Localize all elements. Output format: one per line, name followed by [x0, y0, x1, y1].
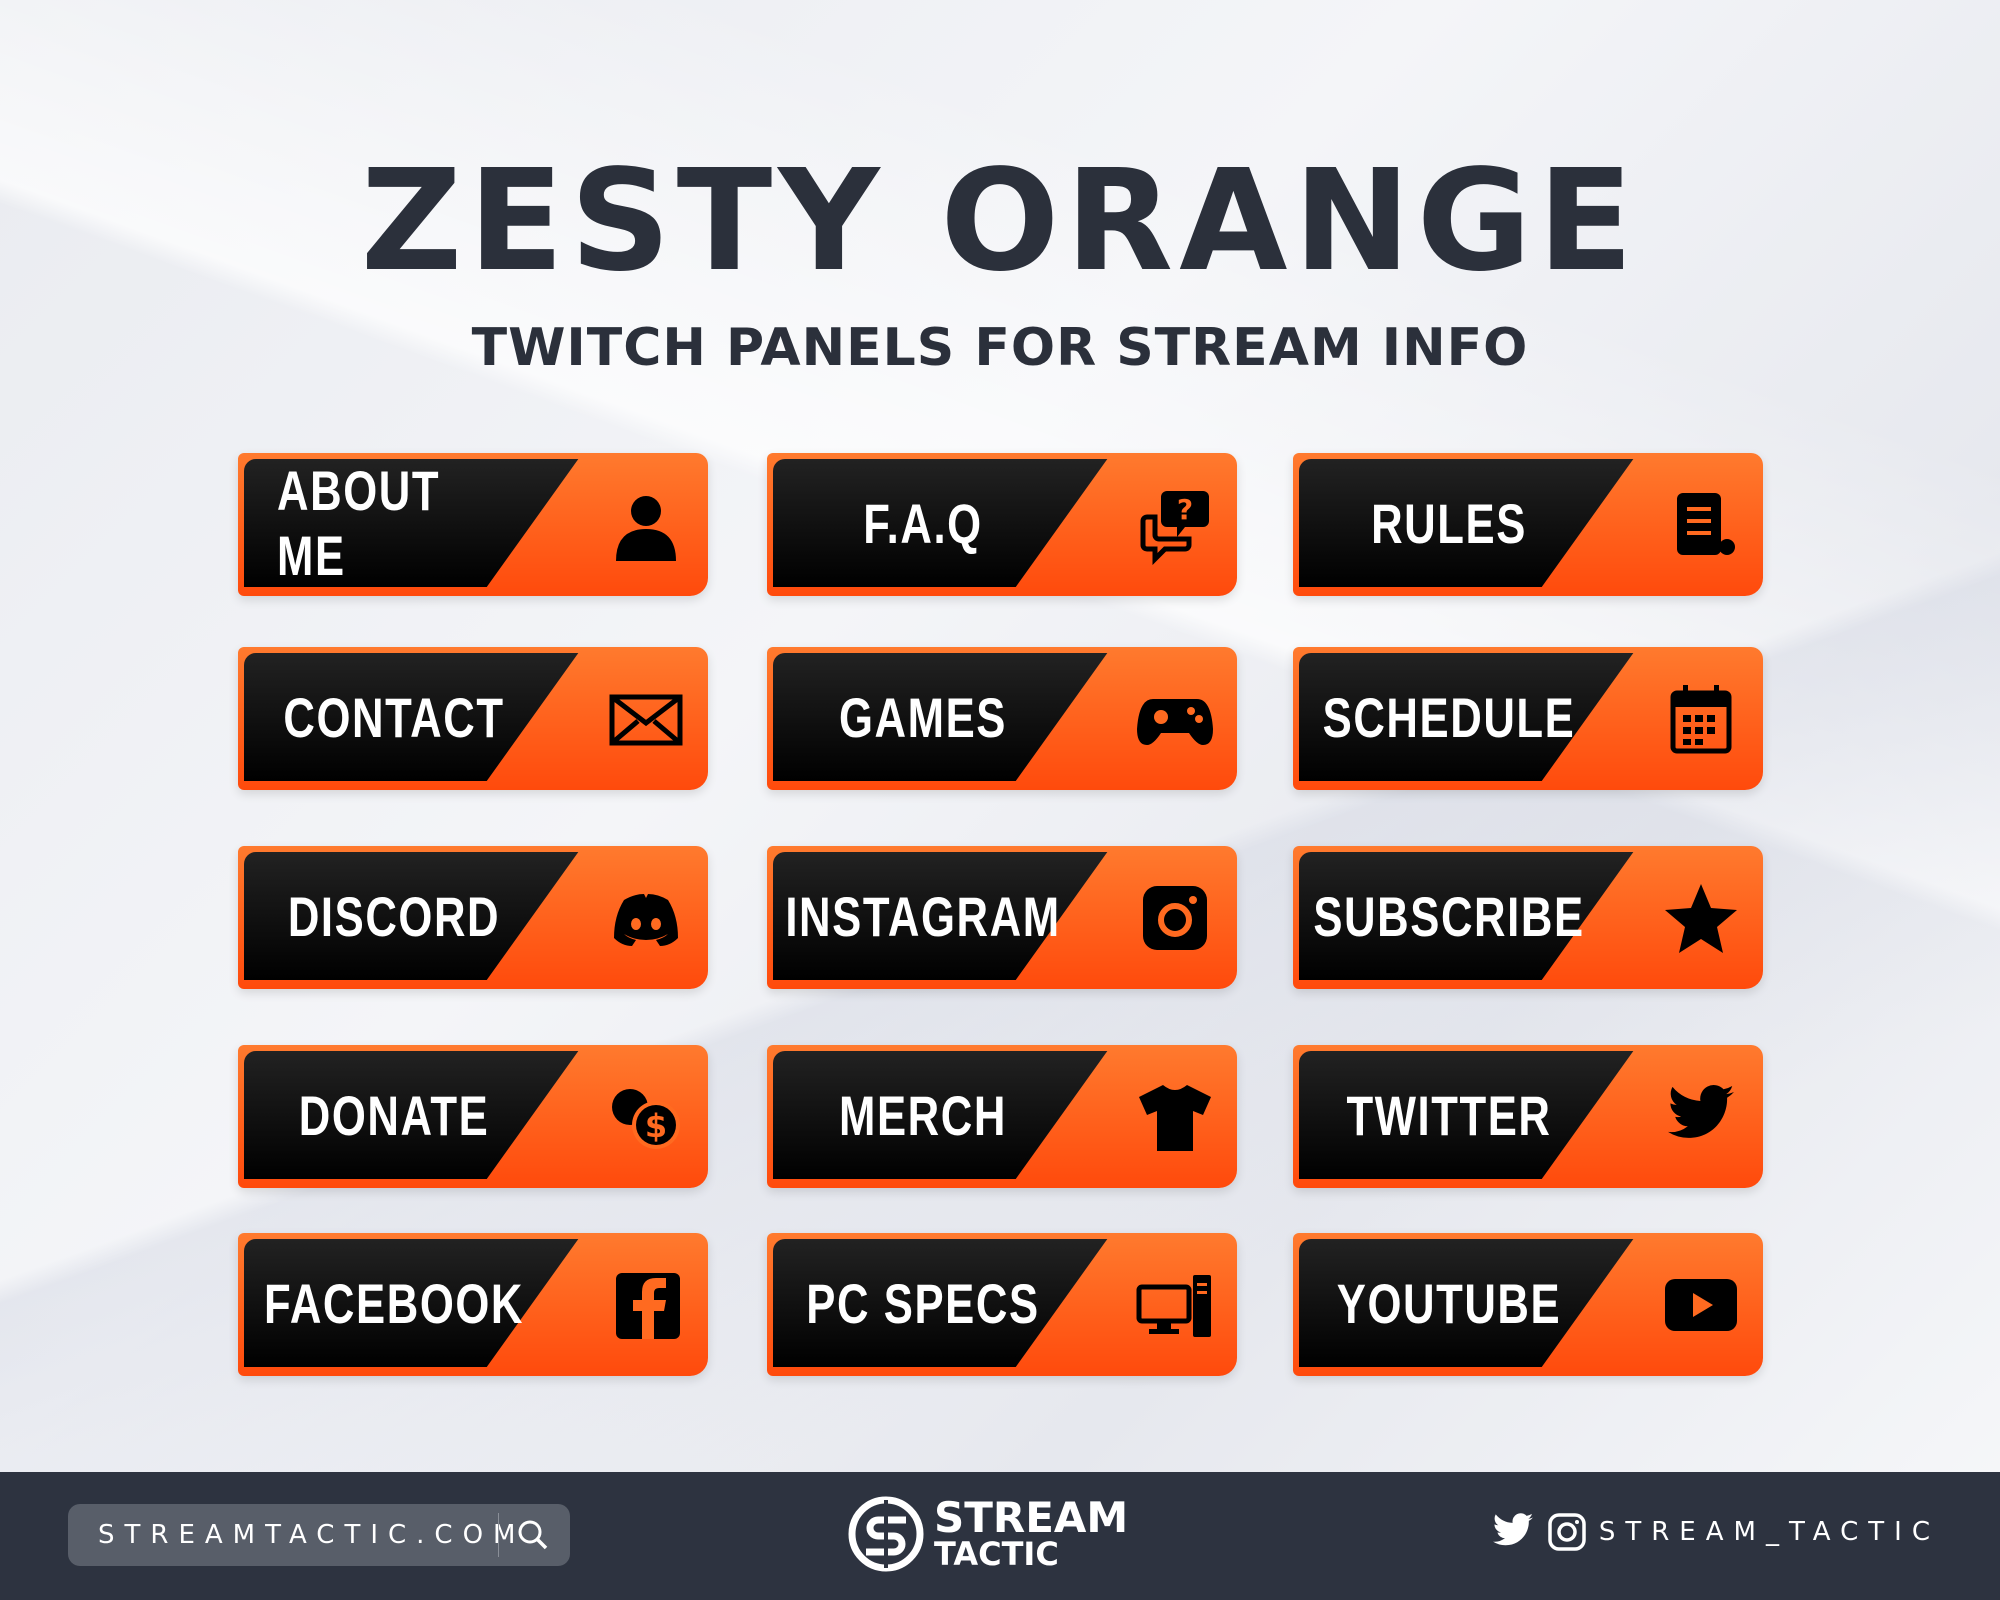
user-icon: [616, 496, 676, 561]
star-icon: [1665, 884, 1737, 953]
url-text: STREAMTACTIC.COM: [98, 1520, 526, 1550]
question-chat-icon: ?: [1140, 491, 1209, 565]
instagram-icon: [1143, 886, 1207, 950]
panel-label: FACEBOOK: [263, 1271, 525, 1335]
page-title: ZESTY ORANGE: [360, 140, 1640, 303]
logo-icon: [848, 1496, 924, 1572]
panel-rules[interactable]: RULES: [1293, 453, 1763, 596]
panel-label: F.A.Q: [863, 491, 983, 555]
page-subtitle: TWITCH PANELS FOR STREAM INFO: [471, 318, 1529, 378]
panel-label: SCHEDULE: [1322, 685, 1576, 749]
search-icon[interactable]: [513, 1515, 553, 1555]
panel-subscribe[interactable]: SUBSCRIBE: [1293, 846, 1763, 989]
panel-discord[interactable]: DISCORD: [238, 846, 708, 989]
discord-icon: [614, 894, 678, 946]
panel-contact[interactable]: CONTACT: [238, 647, 708, 790]
stream-tactic-logo: STREAM TACTIC: [848, 1496, 1128, 1572]
divider: [498, 1513, 499, 1557]
youtube-icon: [1665, 1279, 1737, 1331]
panel-label: RULES: [1371, 491, 1527, 555]
panel-merch[interactable]: MERCH: [767, 1045, 1237, 1188]
svg-text:?: ?: [1177, 493, 1193, 526]
panel-label: MERCH: [839, 1083, 1007, 1147]
calendar-icon: [1670, 685, 1732, 754]
gamepad-icon: [1137, 699, 1213, 745]
panel-label: DISCORD: [287, 884, 501, 948]
scroll-icon: [1677, 493, 1735, 555]
twitter-icon: [1668, 1085, 1734, 1138]
panel-label: DONATE: [298, 1083, 490, 1147]
panel-games[interactable]: GAMES: [767, 647, 1237, 790]
panel-instagram[interactable]: INSTAGRAM: [767, 846, 1237, 989]
logo-line2: TACTIC: [934, 1535, 1059, 1573]
facebook-icon: [616, 1273, 680, 1339]
panel-facebook[interactable]: FACEBOOK: [238, 1233, 708, 1376]
footer: STREAMTACTIC.COM STREAM TACTIC STREAM_TA…: [0, 1472, 2000, 1600]
panel-label: GAMES: [839, 685, 1007, 749]
svg-text:$: $: [645, 1107, 667, 1145]
panel-label: TWITTER: [1346, 1083, 1552, 1147]
panel-f-a-q[interactable]: F.A.Q?: [767, 453, 1237, 596]
panel-about-me[interactable]: ABOUT ME: [238, 453, 708, 596]
panel-pc-specs[interactable]: PC SPECS: [767, 1233, 1237, 1376]
twitter-icon[interactable]: [1491, 1512, 1535, 1552]
computer-icon: [1136, 1275, 1211, 1337]
panel-donate[interactable]: DONATE $: [238, 1045, 708, 1188]
panel-youtube[interactable]: YOUTUBE: [1293, 1233, 1763, 1376]
panel-twitter[interactable]: TWITTER: [1293, 1045, 1763, 1188]
logo-line1: STREAM: [934, 1493, 1129, 1542]
social-links: STREAM_TACTIC: [1491, 1512, 1940, 1552]
panel-label: INSTAGRAM: [785, 884, 1061, 948]
social-handle: STREAM_TACTIC: [1598, 1517, 1940, 1547]
instagram-icon[interactable]: [1547, 1512, 1587, 1552]
coins-icon: $: [612, 1089, 680, 1149]
panel-label: YOUTUBE: [1336, 1271, 1562, 1335]
envelope-icon: [609, 694, 683, 746]
panel-schedule[interactable]: SCHEDULE: [1293, 647, 1763, 790]
tshirt-icon: [1139, 1085, 1211, 1151]
panel-label: ABOUT ME: [277, 459, 441, 587]
panel-label: SUBSCRIBE: [1313, 884, 1585, 948]
panel-label: CONTACT: [283, 685, 505, 749]
panel-label: PC SPECS: [806, 1271, 1040, 1335]
url-search-bar[interactable]: STREAMTACTIC.COM: [68, 1504, 570, 1566]
